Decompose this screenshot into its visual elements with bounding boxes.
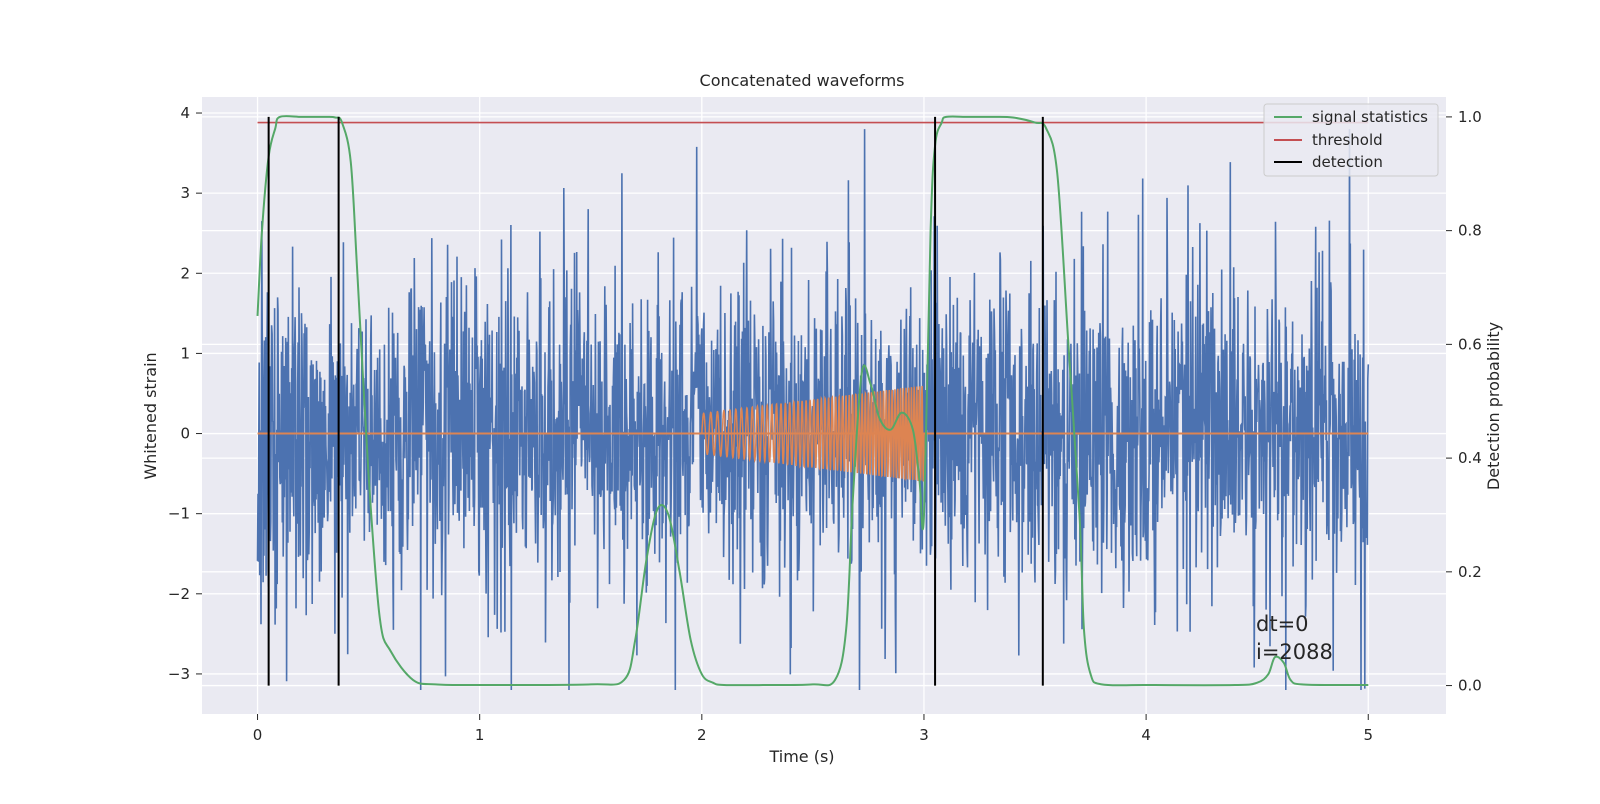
plot-content xyxy=(256,115,1370,691)
legend-box xyxy=(1263,103,1439,177)
legend-label-threshold: threshold xyxy=(1312,131,1383,149)
y-right-tick-label: 1.0 xyxy=(1458,108,1482,126)
y-right-tick-label: 0.8 xyxy=(1458,222,1482,240)
axes: 0 1 2 3 4 5 −3 −2 −1 0 1 2 3 4 0.0 0.2 0.4 0.6 0.8 1.0 xyxy=(168,104,1482,744)
y-right-tick-label: 0.2 xyxy=(1458,563,1482,581)
legend-item-threshold: threshold xyxy=(1274,131,1383,149)
chart-title: Concatenated waveforms xyxy=(700,71,905,90)
x-tick-label: 2 xyxy=(697,726,707,744)
annotation-text: dt=0 i=2088 xyxy=(1256,612,1333,664)
legend-item-signal-statistics: signal statistics xyxy=(1274,108,1428,126)
y-left-tick-label: −1 xyxy=(168,505,190,523)
x-tick-label: 0 xyxy=(253,726,263,744)
annotation-line-dt: dt=0 xyxy=(1256,612,1309,636)
y-left-tick-label: 0 xyxy=(180,425,190,443)
x-tick-label: 3 xyxy=(919,726,929,744)
y-left-tick-label: −2 xyxy=(168,585,190,603)
legend: signal statistics threshold detection xyxy=(1263,103,1439,177)
y-left-tick-label: 1 xyxy=(180,344,190,362)
y-left-tick-label: 3 xyxy=(180,184,190,202)
legend-item-detection: detection xyxy=(1274,153,1383,171)
y-right-tick-label: 0.4 xyxy=(1458,449,1482,467)
x-tick-label: 4 xyxy=(1141,726,1151,744)
series-injected-waveform-chirp xyxy=(701,385,925,482)
y-left-tick-label: −3 xyxy=(168,665,190,683)
y-right-tick-label: 0.6 xyxy=(1458,335,1482,353)
legend-label-detection: detection xyxy=(1312,153,1383,171)
annotation-line-i: i=2088 xyxy=(1256,640,1333,664)
x-tick-label: 1 xyxy=(475,726,485,744)
y-left-tick-label: 4 xyxy=(180,104,190,122)
series-signal-statistics xyxy=(256,115,1369,687)
y-right-tick-label: 0.0 xyxy=(1458,677,1482,695)
y-axis-label-left: Whitened strain xyxy=(141,352,160,479)
legend-label-signal-statistics: signal statistics xyxy=(1312,108,1428,126)
y-left-tick-label: 2 xyxy=(180,264,190,282)
y-axis-label-right: Detection probability xyxy=(1484,322,1503,490)
x-tick-label: 5 xyxy=(1363,726,1373,744)
x-axis-label: Time (s) xyxy=(768,747,834,766)
